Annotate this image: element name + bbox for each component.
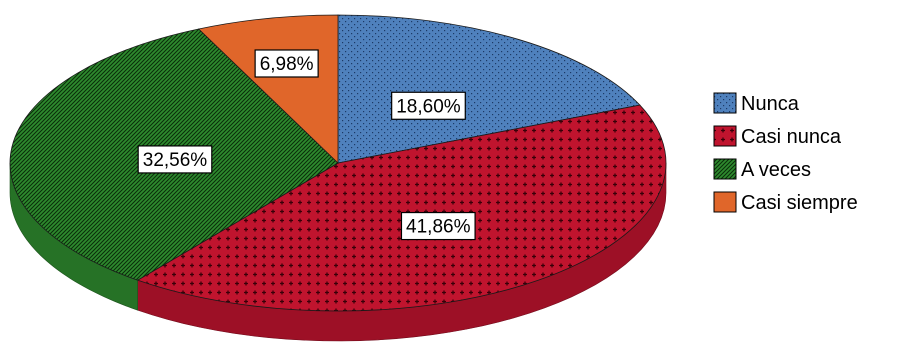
legend-swatch — [713, 125, 737, 147]
legend-item: Casi nunca — [713, 125, 842, 148]
legend-label: Casi siempre — [741, 192, 858, 214]
pie-data-label-box — [391, 91, 466, 120]
legend-item: Casi siempre — [713, 191, 858, 214]
pie-data-label-text: 18,60% — [396, 96, 461, 117]
legend-label: A veces — [741, 159, 811, 181]
pie-data-label: 41,86% — [400, 211, 476, 241]
legend-swatch — [713, 191, 737, 213]
pie-top-slices — [9, 14, 667, 312]
pie-data-labels: 18,60% 41,86% 32,56% 6,98% — [137, 49, 476, 241]
legend-swatch — [713, 158, 737, 180]
pie-data-label-box — [254, 49, 319, 78]
pie-data-label-text: 41,86% — [406, 217, 471, 238]
pie-data-label: 6,98% — [254, 49, 319, 78]
legend-label: Nunca — [741, 93, 800, 115]
pie-data-label-box — [137, 145, 213, 174]
legend-item: A veces — [713, 158, 811, 181]
legend-label: Casi nunca — [741, 126, 842, 148]
pie-slice-nunca — [337, 14, 641, 164]
pie-slice-casi-nunca — [136, 104, 667, 312]
legend-swatch — [713, 92, 737, 114]
legend: Nunca Casi nunca A veces Casi siempre — [713, 92, 858, 214]
legend-item: Nunca — [713, 92, 800, 115]
pie-data-label-text: 32,56% — [143, 150, 208, 171]
pie-data-label-box — [400, 211, 476, 241]
pie-data-label: 32,56% — [137, 145, 213, 174]
pie-data-label-text: 6,98% — [260, 54, 314, 75]
pie-data-label: 18,60% — [391, 91, 466, 120]
